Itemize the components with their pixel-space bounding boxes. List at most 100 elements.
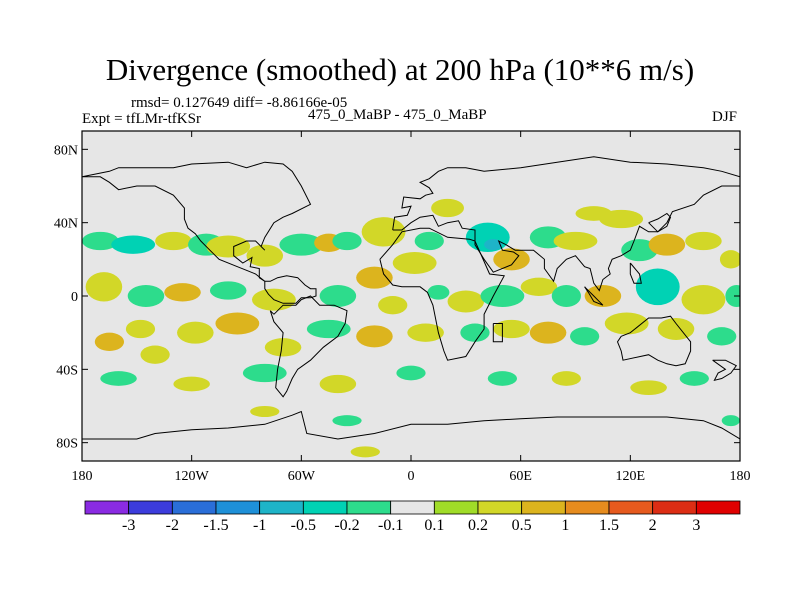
colorbar-label: 1 xyxy=(561,517,570,534)
colorbar-swatch xyxy=(346,500,392,515)
divergence-patch xyxy=(85,272,123,302)
divergence-patch xyxy=(551,285,581,307)
colorbar-swatch xyxy=(84,500,130,515)
stats-text: rmsd= 0.127649 diff= -8.86166e-05 xyxy=(131,95,348,111)
divergence-patch xyxy=(630,380,667,395)
divergence-patch xyxy=(361,217,406,247)
divergence-patch xyxy=(487,371,518,386)
divergence-patch xyxy=(480,285,525,307)
colorbar-label: 0.2 xyxy=(468,517,488,534)
coastline xyxy=(712,359,738,382)
colorbar xyxy=(84,500,741,515)
divergence-patch xyxy=(447,290,485,313)
coastline xyxy=(82,410,740,461)
divergence-patch xyxy=(100,371,137,386)
colorbar-swatch xyxy=(608,500,654,515)
divergence-patch xyxy=(648,233,686,256)
divergence-patch xyxy=(520,277,558,297)
divergence-patch xyxy=(657,318,695,340)
colorbar-label: 1.5 xyxy=(599,517,619,534)
divergence-patch xyxy=(279,233,324,256)
divergence-patch xyxy=(378,296,408,315)
divergence-patch xyxy=(725,285,740,307)
divergence-patch xyxy=(140,345,170,364)
divergence-patch xyxy=(679,371,709,386)
colorbar-swatch xyxy=(302,500,348,515)
divergence-patch xyxy=(392,252,437,274)
y-tick-label: 40S xyxy=(56,363,78,378)
divergence-patch xyxy=(206,235,251,258)
season-label: DJF xyxy=(712,109,738,125)
chart-title: Divergence (smoothed) at 200 hPa (10**6 … xyxy=(105,52,695,87)
divergence-patch xyxy=(173,376,210,392)
colorbar-swatch xyxy=(171,500,217,515)
x-tick-label: 120W xyxy=(175,469,210,484)
coastline xyxy=(616,315,692,367)
divergence-patch xyxy=(719,250,740,269)
colorbar-swatch xyxy=(477,500,523,515)
colorbar-swatch xyxy=(433,500,479,515)
x-tick-label: 120E xyxy=(616,469,646,484)
colorbar-label: 2 xyxy=(648,517,657,534)
colorbar-label: 0.1 xyxy=(424,517,445,534)
colorbar-swatch xyxy=(521,500,566,515)
divergence-field xyxy=(82,198,740,458)
colorbar-label: -0.2 xyxy=(334,517,360,534)
x-tick-label: 60E xyxy=(509,469,532,484)
divergence-patch xyxy=(155,231,192,251)
y-tick-label: 0 xyxy=(71,290,78,305)
x-tick-label: 180 xyxy=(730,469,751,484)
divergence-patch xyxy=(319,285,357,307)
colorbar-label: -1 xyxy=(252,517,267,534)
coastline xyxy=(269,295,348,398)
colorbar-swatch xyxy=(695,500,741,515)
colorbar-swatch xyxy=(259,500,304,515)
divergence-patch xyxy=(681,285,726,315)
divergence-patch xyxy=(350,446,380,458)
divergence-patch xyxy=(431,198,465,218)
colorbar-swatch xyxy=(128,500,173,515)
colorbar-label: -3 xyxy=(121,517,136,534)
colorbar-swatch xyxy=(564,500,610,515)
divergence-patch xyxy=(484,239,503,251)
coastline xyxy=(379,227,505,361)
divergence-patch xyxy=(306,319,351,339)
divergence-patch xyxy=(111,235,156,254)
divergence-patch xyxy=(164,283,201,302)
runs-label: 475_0_MaBP - 475_0_MaBP xyxy=(308,107,487,123)
colorbar-label: -1.5 xyxy=(203,517,229,534)
divergence-patch xyxy=(246,244,284,267)
colorbar-label: -0.1 xyxy=(377,517,404,534)
divergence-patch xyxy=(332,415,362,427)
divergence-patch xyxy=(319,374,357,394)
divergence-patch xyxy=(551,371,581,386)
x-tick-label: 180 xyxy=(72,469,93,484)
experiment-label: Expt = tfLMr-tfKSr xyxy=(82,111,201,127)
divergence-patch xyxy=(332,231,362,251)
divergence-patch xyxy=(621,239,658,262)
divergence-patch xyxy=(707,327,737,346)
divergence-patch xyxy=(427,285,450,300)
divergence-patch xyxy=(396,365,426,381)
divergence-patch xyxy=(94,332,125,352)
colorbar-label: 3 xyxy=(692,517,701,534)
coastline xyxy=(492,323,503,343)
divergence-patch xyxy=(407,323,444,342)
coastlines xyxy=(82,156,740,461)
colorbar-swatch xyxy=(215,500,261,515)
divergence-patch xyxy=(82,231,119,251)
coastline xyxy=(392,156,740,292)
divergence-patch xyxy=(356,325,393,348)
colorbar-label: -2 xyxy=(165,517,179,534)
divergence-patch xyxy=(209,281,247,300)
divergence-patch xyxy=(553,231,598,251)
divergence-patch xyxy=(242,363,287,383)
colorbar-swatch xyxy=(652,500,697,515)
divergence-patch xyxy=(250,406,280,417)
divergence-patch xyxy=(127,285,165,307)
divergence-patch xyxy=(570,327,600,346)
x-tick-label: 60W xyxy=(288,469,316,484)
x-tick-label: 0 xyxy=(408,469,415,484)
y-tick-label: 40N xyxy=(54,217,78,232)
